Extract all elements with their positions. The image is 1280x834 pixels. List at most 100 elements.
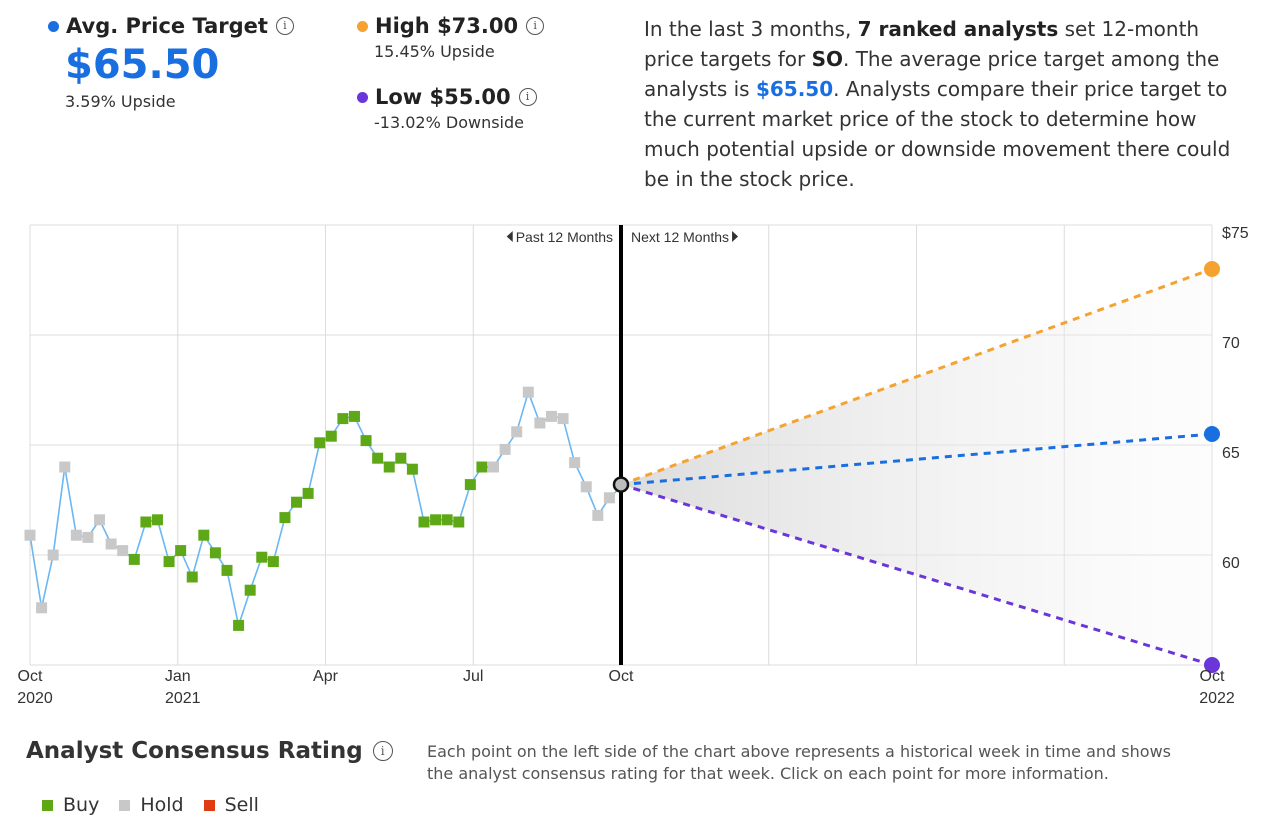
y-tick-label: $75 [1222,225,1249,242]
x-tick-label: Jul [463,668,483,685]
rating-point-buy[interactable] [128,553,140,565]
rating-point-hold[interactable] [117,545,129,557]
x-tick-year: 2022 [1199,690,1235,707]
projection-average-point[interactable] [1204,426,1220,442]
rating-point-hold[interactable] [488,461,500,473]
rating-point-hold[interactable] [70,529,82,541]
rating-point-buy[interactable] [186,571,198,583]
y-tick-label: 60 [1222,555,1240,572]
rating-point-hold[interactable] [557,413,569,425]
rating-point-hold[interactable] [592,509,604,521]
low-dot [357,91,368,103]
rating-point-buy[interactable] [464,479,476,491]
info-icon[interactable]: i [372,741,393,761]
y-tick-label: 70 [1222,335,1240,352]
info-icon[interactable]: i [275,17,294,35]
rating-point-buy[interactable] [372,452,384,464]
rating-point-buy[interactable] [430,514,442,526]
history-line [29,389,622,629]
info-icon[interactable]: i [526,17,545,35]
rating-point-buy[interactable] [198,529,210,541]
rating-point-buy[interactable] [418,516,430,528]
rating-point-buy[interactable] [209,547,221,559]
rating-point-hold[interactable] [94,514,106,526]
info-icon[interactable]: i [518,88,537,106]
rating-point-hold[interactable] [24,529,36,541]
rating-point-buy[interactable] [337,413,349,425]
projection-low-point[interactable] [1204,657,1220,673]
rating-point-hold[interactable] [522,386,534,398]
rating-point-buy[interactable] [221,564,233,576]
projection-fan [621,269,1212,665]
rating-point-buy[interactable] [383,461,395,473]
rating-point-hold[interactable] [569,457,581,469]
rating-point-hold[interactable] [545,410,557,422]
rating-point-buy[interactable] [314,437,326,449]
analyst-count: 7 ranked analysts [857,17,1059,41]
rating-point-buy[interactable] [267,556,279,568]
rating-point-hold[interactable] [603,492,615,504]
current-price-marker[interactable] [612,476,630,493]
rating-point-buy[interactable] [441,514,453,526]
x-tick-label: Oct [609,668,634,685]
avg-upside: 3.59% Upside [65,92,176,111]
ticker: SO [811,47,843,71]
avg-dot [48,20,59,32]
rating-point-hold[interactable] [511,426,523,438]
high-dot [357,20,368,32]
x-tick-year: 2021 [165,690,201,707]
rating-point-buy[interactable] [476,461,488,473]
left-arrow-icon [506,231,513,242]
projection-high-point[interactable] [1204,261,1220,277]
rating-point-hold[interactable] [534,417,546,429]
rating-point-buy[interactable] [279,512,291,524]
legend-buy: Buy [42,794,99,816]
rating-point-hold[interactable] [47,549,59,561]
rating-point-buy[interactable] [325,430,337,442]
summary-avg: $65.50 [755,77,834,101]
rating-point-buy[interactable] [163,556,175,568]
rating-point-buy[interactable] [395,452,407,464]
projection-average-line [620,432,1213,487]
rating-point-buy[interactable] [348,410,360,422]
x-tick-label: Apr [313,668,339,685]
rating-description: Each point on the left side of the chart… [427,742,1171,783]
legend-sell: Sell [203,794,259,816]
rating-point-buy[interactable] [244,584,256,596]
rating-point-buy[interactable] [233,619,245,631]
x-tick-label: Oct [1200,668,1225,685]
y-tick-label: 65 [1222,445,1240,462]
x-tick-label: Jan [165,668,191,685]
rating-point-hold[interactable] [105,538,117,550]
avg-value: $65.50 [65,42,220,88]
rating-point-buy[interactable] [360,435,372,447]
summary-text: In the last 3 months, 7 ranked analysts … [644,17,1231,191]
rating-point-hold[interactable] [82,531,94,543]
rating-point-buy[interactable] [291,496,303,508]
x-tick-label: Oct [18,668,43,685]
rating-point-buy[interactable] [256,551,268,563]
rating-point-hold[interactable] [580,481,592,493]
rating-legend: Buy Hold Sell [42,794,259,816]
rating-point-buy[interactable] [140,516,152,528]
rating-point-buy[interactable] [453,516,465,528]
low-label: Low $55.00 [375,85,511,109]
rating-point-buy[interactable] [302,487,314,499]
avg-price-target: Avg. Price Target i $65.50 3.59% Upside [48,14,294,111]
rating-point-hold[interactable] [59,461,71,473]
rating-point-buy[interactable] [175,545,187,557]
past-12-months-label: Past 12 Months [516,229,613,245]
low-downside: -13.02% Downside [374,113,524,132]
low-price-target: Low $55.00 i -13.02% Downside [357,85,537,132]
consensus-rating-title: Analyst Consensus Rating i [26,738,393,764]
legend-hold: Hold [119,794,184,816]
rating-point-hold[interactable] [499,443,511,455]
projection-high-line [620,267,1213,487]
rating-point-hold[interactable] [36,602,48,614]
x-tick-year: 2020 [17,690,53,707]
right-arrow-icon [732,231,739,242]
high-upside: 15.45% Upside [374,42,495,61]
rating-point-buy[interactable] [406,463,418,475]
rating-point-buy[interactable] [151,514,163,526]
